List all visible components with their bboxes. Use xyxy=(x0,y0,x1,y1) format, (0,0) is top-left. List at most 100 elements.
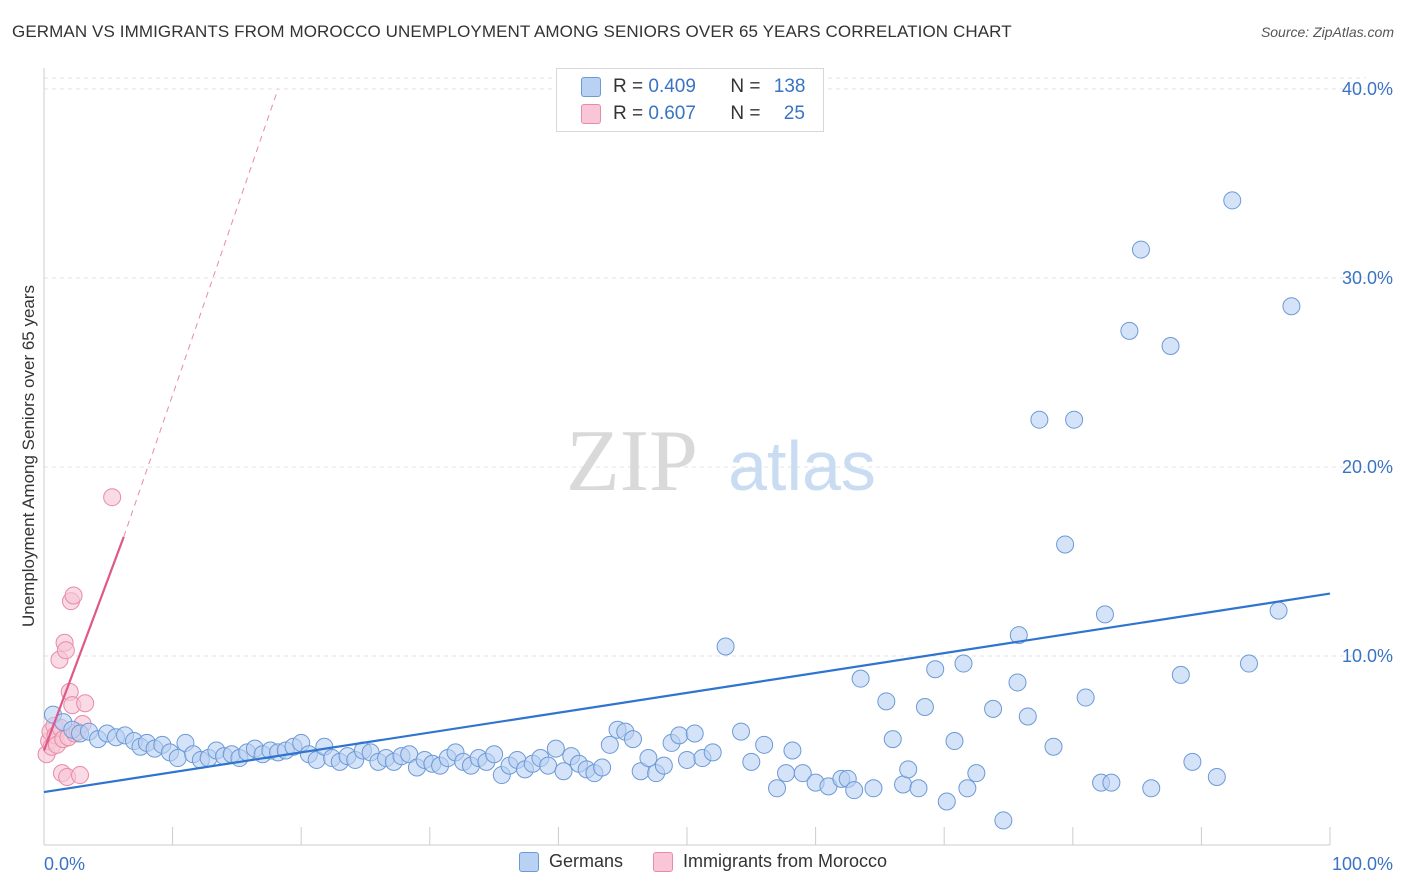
trendline-morocco xyxy=(42,536,125,751)
source-label: Source: ZipAtlas.com xyxy=(1260,24,1394,40)
data-point-germans xyxy=(1056,535,1075,554)
legend-n-label: N = xyxy=(730,76,766,97)
data-point-germans xyxy=(945,732,964,751)
watermark: ZIP atlas xyxy=(566,413,876,510)
data-point-morocco xyxy=(103,488,122,507)
data-point-germans xyxy=(600,735,619,754)
data-point-germans xyxy=(1131,240,1150,259)
watermark-atlas: atlas xyxy=(728,427,876,505)
data-point-germans xyxy=(742,752,761,771)
data-point-germans xyxy=(1065,410,1084,429)
data-point-germans xyxy=(554,762,573,781)
data-point-germans xyxy=(899,760,918,779)
data-point-germans xyxy=(1161,336,1180,355)
data-point-germans xyxy=(1239,654,1258,673)
legend-label-morocco: Immigrants from Morocco xyxy=(682,851,888,871)
data-point-germans xyxy=(967,764,986,783)
data-point-germans xyxy=(639,749,658,768)
legend-item-morocco[interactable]: Immigrants from Morocco xyxy=(652,851,888,872)
data-point-germans xyxy=(1120,321,1139,340)
data-point-germans xyxy=(864,779,883,798)
legend-swatch-germans xyxy=(518,851,539,872)
legend-swatch-morocco xyxy=(652,851,673,872)
data-point-germans xyxy=(845,781,864,800)
data-point-germans xyxy=(670,726,689,745)
data-point-germans xyxy=(915,698,934,717)
y-tick-label: 10.0% xyxy=(1342,646,1393,666)
legend-row-morocco: R = 0.607 N = 25 xyxy=(581,102,805,126)
data-point-germans xyxy=(755,735,774,754)
trendline-morocco-extension xyxy=(123,88,279,538)
legend-r-value: 0.409 xyxy=(648,76,696,97)
trendlines xyxy=(42,88,1331,794)
trendline-germans xyxy=(43,592,1331,794)
y-axis-label: Unemployment Among Seniors over 65 years xyxy=(19,285,38,627)
data-point-germans xyxy=(716,637,735,656)
data-point-germans xyxy=(954,654,973,673)
data-point-germans xyxy=(783,741,802,760)
data-point-germans xyxy=(937,792,956,811)
data-point-germans xyxy=(593,758,612,777)
data-point-germans xyxy=(883,730,902,749)
grid-lines xyxy=(44,77,1366,657)
data-point-morocco xyxy=(56,641,75,660)
data-point-germans xyxy=(678,750,696,769)
data-point-germans xyxy=(1030,410,1049,429)
data-point-germans xyxy=(768,779,787,798)
data-point-germans xyxy=(958,779,977,798)
tick-labels: 10.0% 20.0% 30.0% 40.0% 0.0% 100.0% xyxy=(44,79,1393,874)
legend-row-germans: R = 0.409 N = 138 xyxy=(581,75,805,99)
x-tick-label: 100.0% xyxy=(1332,854,1393,874)
legend-item-germans[interactable]: Germans xyxy=(518,851,623,872)
data-point-germans xyxy=(1269,601,1288,620)
data-point-germans xyxy=(1142,779,1161,798)
data-point-germans xyxy=(1223,191,1242,210)
data-point-germans xyxy=(168,749,187,768)
data-point-germans xyxy=(1183,752,1202,771)
data-point-morocco xyxy=(76,694,95,713)
x-tick-label: 0.0% xyxy=(44,854,85,874)
legend-swatch-germans xyxy=(581,77,601,97)
data-point-germans xyxy=(1009,626,1028,645)
data-point-germans xyxy=(539,756,558,775)
data-point-germans xyxy=(485,745,504,764)
y-tick-label: 40.0% xyxy=(1342,79,1393,99)
legend-r-label: R = xyxy=(613,103,649,124)
data-point-germans xyxy=(1282,297,1301,316)
y-tick-label: 20.0% xyxy=(1342,457,1393,477)
chart-title: GERMAN VS IMMIGRANTS FROM MOROCCO UNEMPL… xyxy=(12,22,1012,41)
axes xyxy=(43,68,1331,846)
data-point-germans xyxy=(877,692,896,711)
watermark-zip: ZIP xyxy=(566,413,698,510)
data-point-germans xyxy=(703,743,722,762)
legend-r-label: R = xyxy=(613,76,649,97)
data-point-germans xyxy=(909,779,928,798)
legend-r-value: 0.607 xyxy=(648,103,696,124)
legend-swatch-morocco xyxy=(581,104,601,124)
data-point-morocco xyxy=(64,586,83,605)
legend-label-germans: Germans xyxy=(548,851,623,871)
data-point-germans xyxy=(851,669,870,688)
data-point-germans xyxy=(777,764,796,783)
data-point-germans xyxy=(1102,773,1121,792)
data-point-germans xyxy=(623,730,642,749)
data-point-germans xyxy=(685,724,704,743)
data-point-germans xyxy=(654,756,673,775)
series-legend: Germans Immigrants from Morocco xyxy=(0,851,1406,872)
data-point-germans xyxy=(732,722,751,741)
data-point-germans xyxy=(1207,767,1226,786)
data-point-germans xyxy=(926,660,945,679)
data-point-germans xyxy=(1044,737,1063,756)
correlation-legend: R = 0.409 N = 138 R = 0.607 N = 25 xyxy=(556,68,824,132)
data-point-germans xyxy=(1008,673,1027,692)
data-point-germans xyxy=(793,764,812,783)
data-point-germans xyxy=(1095,605,1114,624)
data-point-germans xyxy=(894,775,913,794)
data-point-germans xyxy=(994,811,1013,830)
data-point-germans xyxy=(1171,665,1190,684)
data-point-germans xyxy=(1076,688,1095,707)
data-point-morocco xyxy=(71,766,90,785)
data-point-germans xyxy=(546,739,565,758)
legend-n-label: N = xyxy=(730,103,766,124)
